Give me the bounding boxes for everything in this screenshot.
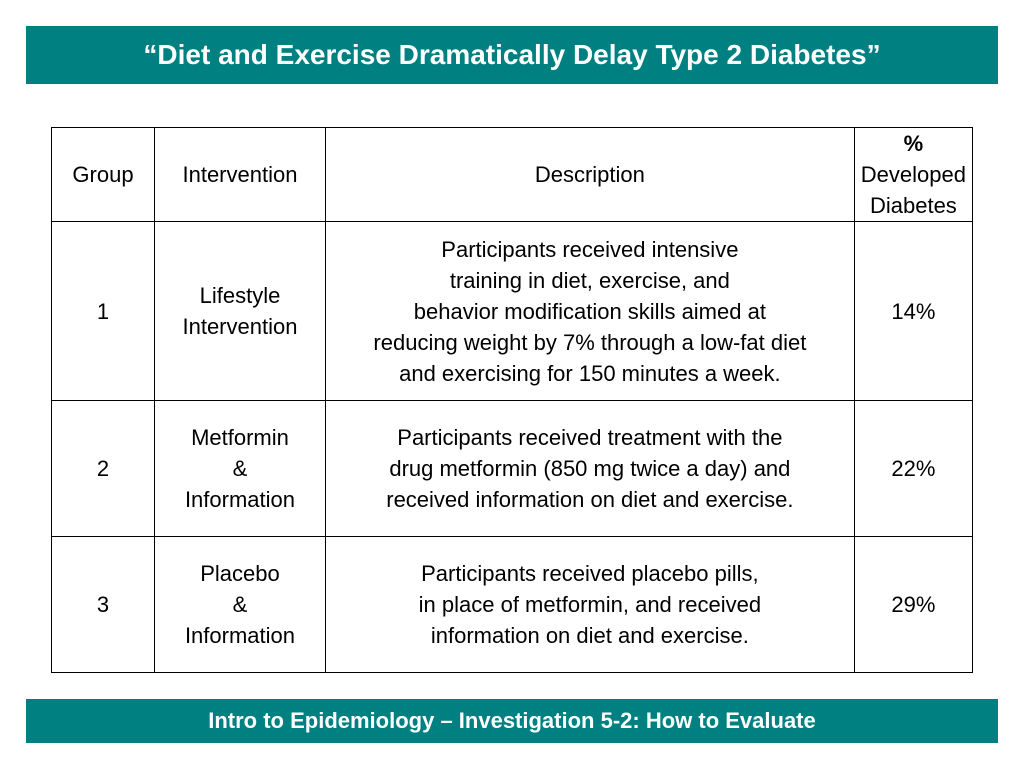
cell-description: Participants received treatment with the… (324, 400, 855, 537)
cell-group: 3 (51, 536, 155, 673)
cell-percent: 22% (853, 400, 974, 537)
table-row: 3 Placebo & Information Participants rec… (51, 536, 974, 673)
header-percent-developed: % Developed Diabetes (853, 127, 974, 222)
cell-group: 2 (51, 400, 155, 537)
cell-description: Participants received intensive training… (324, 221, 855, 401)
results-table: Group Intervention Description % Develop… (51, 127, 974, 673)
cell-intervention: Placebo & Information (153, 536, 326, 673)
cell-group: 1 (51, 221, 155, 401)
table-row: 2 Metformin & Information Participants r… (51, 400, 974, 537)
title-banner: “Diet and Exercise Dramatically Delay Ty… (26, 26, 998, 84)
cell-description: Participants received placebo pills, in … (324, 536, 855, 673)
cell-intervention: Lifestyle Intervention (153, 221, 326, 401)
header-percent-label: Developed Diabetes (860, 162, 966, 218)
slide-title: “Diet and Exercise Dramatically Delay Ty… (143, 39, 881, 70)
header-group: Group (51, 127, 155, 222)
footer-banner: Intro to Epidemiology – Investigation 5-… (26, 699, 998, 743)
cell-percent: 14% (853, 221, 974, 401)
header-intervention: Intervention (153, 127, 326, 222)
table-row: 1 Lifestyle Intervention Participants re… (51, 221, 974, 401)
header-percent-symbol: % (903, 131, 924, 156)
cell-percent: 29% (853, 536, 974, 673)
footer-text: Intro to Epidemiology – Investigation 5-… (208, 708, 816, 733)
header-description: Description (324, 127, 855, 222)
table-header-row: Group Intervention Description % Develop… (51, 127, 974, 222)
cell-intervention: Metformin & Information (153, 400, 326, 537)
